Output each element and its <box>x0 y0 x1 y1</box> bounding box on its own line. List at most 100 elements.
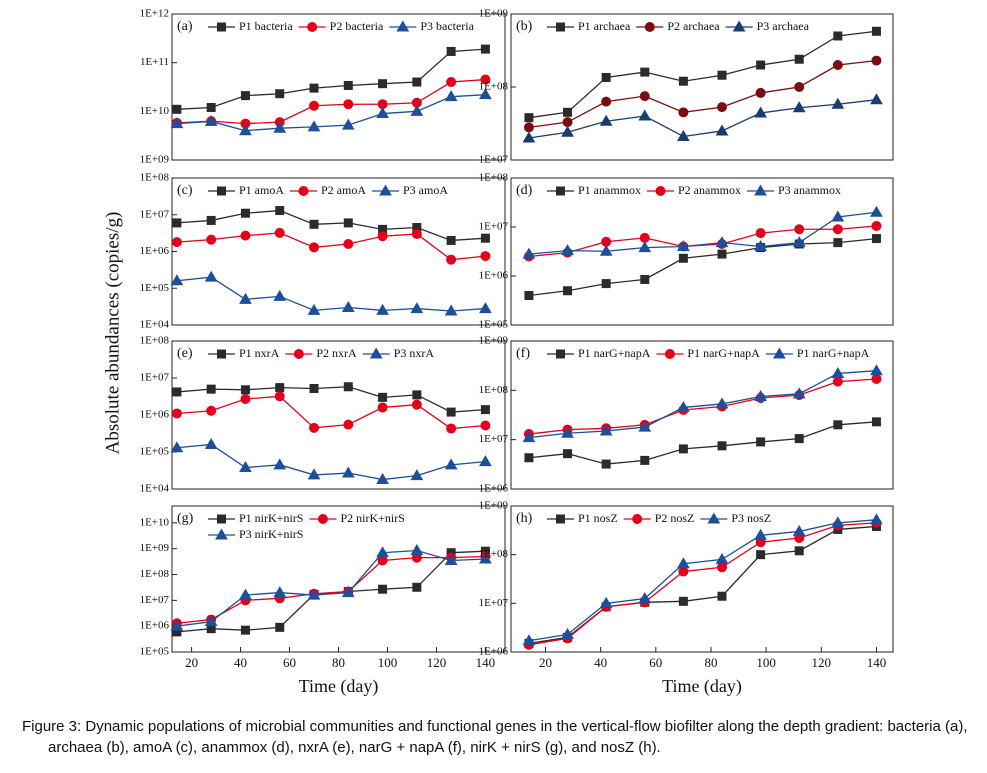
marker <box>831 516 845 528</box>
legend-item: P1 anammox <box>547 183 641 197</box>
marker <box>831 97 845 109</box>
marker <box>309 242 320 253</box>
panel-label: (c) <box>177 183 193 198</box>
marker <box>639 232 650 243</box>
legend-label: P3 nxrA <box>394 346 435 360</box>
y-tick-label: 1E+09 <box>140 154 170 166</box>
plot-frame <box>171 177 506 326</box>
legend-label: P2 nirK+nirS <box>340 511 404 525</box>
legend-label: P3 amoA <box>403 183 448 197</box>
marker <box>755 228 766 239</box>
marker <box>480 251 491 262</box>
legend-label: P1 amoA <box>239 183 284 197</box>
marker <box>794 54 804 64</box>
legend-label: P3 bacteria <box>420 19 474 33</box>
legend-item: P1 narG+napA <box>656 346 760 360</box>
legend-label: P1 archaea <box>578 19 631 33</box>
marker <box>239 124 252 136</box>
legend-label: P2 anammox <box>678 183 741 197</box>
marker <box>379 184 392 196</box>
marker <box>601 279 611 289</box>
marker <box>343 80 353 90</box>
series-line <box>528 99 877 139</box>
legend-label: P2 nxrA <box>316 346 357 360</box>
marker <box>275 622 285 632</box>
series-line <box>176 209 486 242</box>
x-axis-label: Time (day) <box>662 676 742 697</box>
marker <box>309 219 319 229</box>
marker <box>412 582 422 592</box>
y-tick-label: 1E+08 <box>140 335 170 347</box>
y-axis-label: Absolute abundances (copies/g) <box>102 212 123 455</box>
y-tick-label: 1E+06 <box>479 270 509 282</box>
y-tick-label: 1E+07 <box>479 433 509 445</box>
marker <box>561 627 574 639</box>
marker <box>240 91 250 101</box>
marker <box>343 238 354 249</box>
marker <box>273 586 287 598</box>
marker <box>677 557 690 569</box>
marker <box>479 552 492 564</box>
marker <box>677 240 690 251</box>
plot-frame <box>171 505 506 653</box>
marker <box>831 210 845 222</box>
y-tick-label: 1E+05 <box>140 282 170 294</box>
marker <box>275 206 285 216</box>
legend-item: P3 archaea <box>725 19 810 33</box>
series-line <box>528 525 877 645</box>
caption: Figure 3: Dynamic populations of microbi… <box>22 718 968 756</box>
marker <box>833 238 843 248</box>
series-line <box>176 549 486 627</box>
y-tick-label: 1E+06 <box>140 409 170 421</box>
marker <box>640 67 650 77</box>
marker <box>524 290 534 300</box>
marker <box>632 514 643 524</box>
marker <box>309 422 320 433</box>
marker <box>599 424 613 436</box>
marker <box>563 286 573 296</box>
plot-frame <box>510 177 894 326</box>
marker <box>794 546 804 556</box>
marker <box>522 431 536 443</box>
y-tick-label: 1E+08 <box>140 568 170 580</box>
marker <box>369 347 383 359</box>
marker <box>204 270 218 282</box>
marker <box>480 74 491 85</box>
marker <box>273 458 287 470</box>
x-tick-label: 80 <box>332 655 345 670</box>
marker <box>707 512 721 524</box>
marker <box>240 625 250 635</box>
marker <box>480 233 490 243</box>
x-tick-label: 140 <box>476 655 496 670</box>
marker <box>341 118 355 130</box>
marker <box>411 399 422 410</box>
marker <box>341 466 355 478</box>
marker <box>792 236 806 248</box>
marker <box>240 385 250 395</box>
marker <box>172 387 182 397</box>
legend-item: P1 nxrA <box>208 346 280 360</box>
x-tick-label: 140 <box>867 655 887 670</box>
marker <box>754 528 767 540</box>
marker <box>446 254 457 265</box>
panel-label: (g) <box>177 511 194 526</box>
marker <box>563 107 573 117</box>
y-tick-label: 1E+07 <box>140 594 170 606</box>
y-tick-label: 1E+09 <box>479 335 509 347</box>
panel-label: (b) <box>516 19 533 34</box>
marker <box>171 237 182 248</box>
legend-label: P2 archaea <box>667 19 720 33</box>
marker <box>716 102 727 113</box>
marker <box>792 101 806 113</box>
marker <box>640 274 650 284</box>
marker <box>678 76 688 86</box>
marker <box>717 441 727 451</box>
x-tick-label: 20 <box>539 655 552 670</box>
series-line <box>528 59 877 129</box>
marker <box>524 113 534 123</box>
legend-label: P1 narG+napA <box>578 346 651 360</box>
marker <box>756 550 766 560</box>
marker <box>678 566 689 577</box>
legend-label: P1 nirK+nirS <box>239 511 303 525</box>
legend-item: P3 nosZ <box>700 511 771 525</box>
